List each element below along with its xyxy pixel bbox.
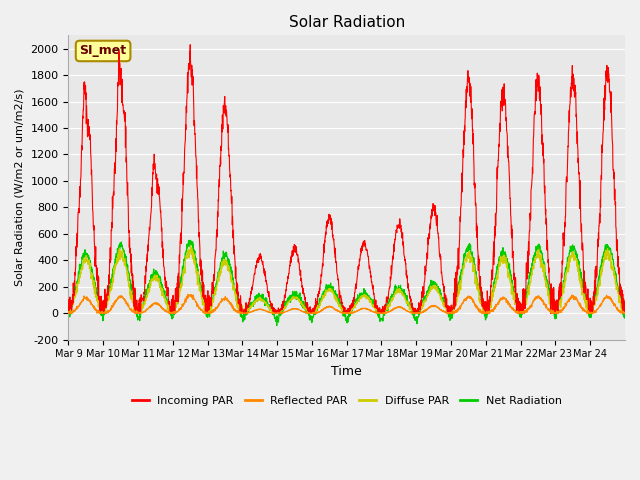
Legend: Incoming PAR, Reflected PAR, Diffuse PAR, Net Radiation: Incoming PAR, Reflected PAR, Diffuse PAR… (127, 391, 566, 410)
Text: SI_met: SI_met (79, 45, 127, 58)
Title: Solar Radiation: Solar Radiation (289, 15, 405, 30)
Y-axis label: Solar Radiation (W/m2 or um/m2/s): Solar Radiation (W/m2 or um/m2/s) (15, 89, 25, 286)
X-axis label: Time: Time (332, 365, 362, 378)
